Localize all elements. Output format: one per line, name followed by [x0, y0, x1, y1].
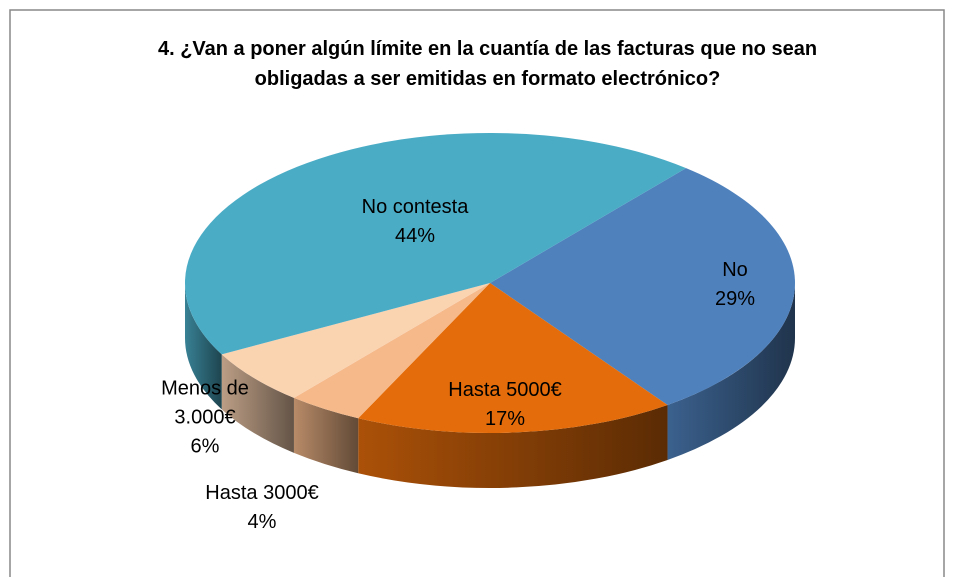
category-label: Hasta 5000€: [448, 379, 562, 401]
pie-slice-side: [358, 404, 668, 488]
chart-title: 4. ¿Van a poner algún límite en la cuant…: [157, 38, 818, 90]
data-label: Hasta 3000€ 4%: [182, 479, 342, 537]
pie-slice: [185, 133, 687, 355]
category-label: Menos de 3.000€: [161, 377, 249, 429]
pie-slice-side: [185, 283, 222, 410]
pie-slice: [293, 283, 490, 419]
pie-slice: [358, 283, 668, 433]
value-label: 44%: [394, 225, 436, 247]
category-label: No contesta: [361, 196, 469, 218]
data-label: No contesta 44%: [335, 193, 495, 251]
pie-slice-side: [221, 354, 294, 453]
pie-slice: [490, 168, 795, 405]
data-label: No 29%: [675, 256, 795, 314]
data-label: Menos de 3.000€ 6%: [145, 375, 265, 462]
category-label: No: [722, 259, 748, 281]
value-label: 4%: [247, 511, 277, 533]
value-label: 6%: [190, 435, 220, 458]
category-label: Hasta 3000€: [205, 482, 319, 504]
pie-slice: [221, 283, 490, 398]
value-label: 17%: [484, 408, 526, 430]
pie-slice-side: [293, 397, 359, 474]
data-label: Hasta 5000€ 17%: [425, 376, 585, 434]
pie-slice-side: [667, 283, 795, 460]
value-label: 29%: [714, 288, 756, 310]
